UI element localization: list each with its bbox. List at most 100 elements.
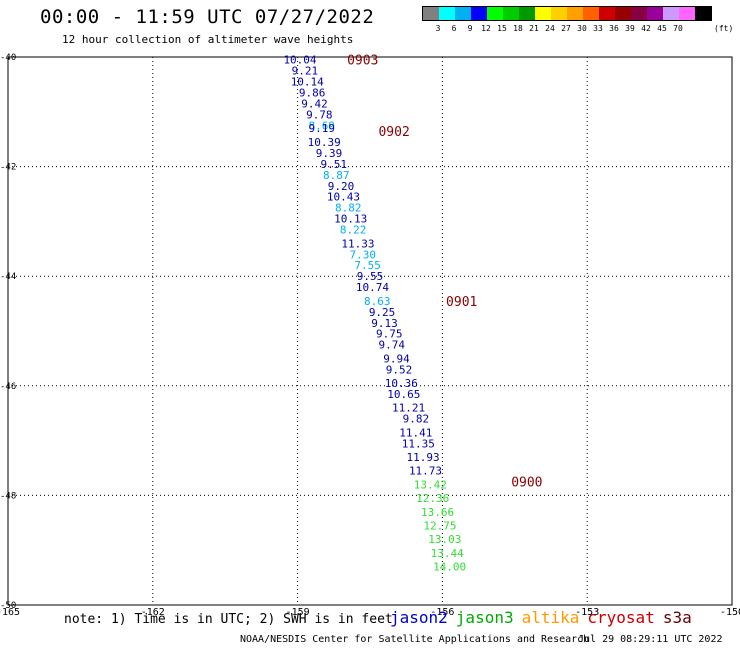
wave-height-label: 10.39	[308, 136, 341, 149]
time-label: 0903	[347, 54, 378, 69]
page-title: 00:00 - 11:59 UTC 07/27/2022	[40, 6, 375, 28]
wave-height-label: 9.74	[378, 339, 405, 352]
wave-height-label: 9.52	[386, 363, 413, 376]
color-scale-label: 27	[561, 24, 571, 33]
color-scale-swatch	[631, 7, 647, 20]
time-label: 0901	[446, 295, 477, 310]
color-scale-label: 21	[529, 24, 539, 33]
wave-height-label: 10.13	[334, 213, 367, 226]
wave-height-label: 13.66	[421, 506, 454, 519]
x-tick-label: -165	[0, 607, 20, 618]
time-label: 0902	[378, 125, 409, 140]
wave-height-label: 11.21	[392, 402, 425, 415]
color-scale-swatch	[535, 7, 551, 20]
satellite-legend: jason2 jason3 altika cryosat s3a	[390, 608, 700, 627]
y-tick-label: -42	[0, 163, 16, 173]
wave-height-label: 9.75	[376, 328, 403, 341]
wave-height-label: 9.21	[292, 65, 319, 78]
wave-height-label: 10.74	[356, 281, 389, 294]
color-scale-label: 15	[497, 24, 507, 33]
wave-height-label: 9.42	[301, 98, 328, 111]
wave-height-label: 9.51	[321, 158, 348, 171]
note-text: note: 1) Time is in UTC; 2) SWH is in fe…	[64, 612, 393, 627]
wave-height-label: 10.65	[387, 388, 420, 401]
color-scale-label: 24	[545, 24, 555, 33]
wave-height-label: 9.86	[299, 87, 326, 100]
color-scale-swatch	[551, 7, 567, 20]
y-tick-label: -46	[0, 382, 16, 392]
x-tick-label: -153	[575, 607, 599, 618]
color-scale-swatch	[679, 7, 695, 20]
wave-height-label: 11.33	[341, 237, 374, 250]
y-tick-label: -40	[0, 53, 16, 63]
time-label: 0900	[511, 476, 542, 491]
wave-height-label: 11.41	[399, 426, 432, 439]
wave-height-label: 12.36	[416, 492, 449, 505]
wave-height-label: 10.36	[385, 377, 418, 390]
wave-height-label: 9.82	[403, 413, 430, 426]
color-scale-swatch	[663, 7, 679, 20]
wave-height-label: 8.69	[308, 120, 335, 133]
wave-height-label: 9.78	[306, 109, 333, 122]
wave-height-label: 8.82	[335, 202, 362, 215]
wave-height-label: 12.75	[423, 520, 456, 533]
y-tick-label: -48	[0, 491, 16, 501]
wave-height-label: 9.19	[308, 122, 335, 135]
color-scale-label: 18	[513, 24, 523, 33]
color-scale-label: 33	[593, 24, 603, 33]
y-tick-label: -44	[0, 272, 16, 282]
color-scale-label: 12	[481, 24, 491, 33]
wave-height-label: 11.35	[402, 437, 435, 450]
color-scale-label: 6	[451, 24, 457, 33]
color-scale: 3 6 9 12 15 18 21 24 27 30 33 36 39 42 45 70 (ft)	[422, 6, 733, 33]
wave-height-label: 11.93	[407, 451, 440, 464]
wave-height-label: 8.63	[364, 295, 391, 308]
wave-height-label: 13.44	[431, 547, 464, 560]
wave-height-label: 10.43	[327, 191, 360, 204]
y-tick-label: -50	[0, 601, 16, 611]
wave-height-label: 8.22	[340, 224, 367, 237]
color-scale-swatch	[567, 7, 583, 20]
color-scale-swatch	[583, 7, 599, 20]
wave-height-label: 8.87	[323, 169, 350, 182]
color-scale-label: 36	[609, 24, 619, 33]
color-scale-swatches	[422, 6, 712, 21]
wave-height-label: 9.94	[383, 352, 410, 365]
x-tick-label: -162	[141, 607, 165, 618]
color-scale-swatch	[615, 7, 631, 20]
legend-item-s3a: s3a	[662, 608, 692, 627]
wave-height-label: 10.04	[283, 54, 316, 67]
color-scale-label: 9	[467, 24, 473, 33]
color-scale-swatch	[455, 7, 471, 20]
legend-item-jason2: jason2	[390, 608, 448, 627]
color-scale-swatch	[647, 7, 663, 20]
legend-item-altika: altika	[521, 608, 580, 627]
x-tick-label: -150	[720, 607, 740, 618]
wave-height-label: 7.30	[350, 248, 377, 261]
color-scale-label: 39	[625, 24, 635, 33]
color-scale-swatch	[471, 7, 487, 20]
footer-credit: NOAA/NESDIS Center for Satellite Applica…	[240, 634, 590, 645]
color-scale-label: 45	[657, 24, 667, 33]
color-scale-swatch	[423, 7, 439, 20]
color-scale-swatch	[487, 7, 503, 20]
color-scale-swatch	[695, 7, 711, 20]
wave-height-label: 10.14	[291, 76, 324, 89]
wave-height-label: 9.39	[316, 147, 343, 160]
footer-timestamp: Jul 29 08:29:11 UTC 2022	[578, 634, 723, 645]
wave-height-label: 13.42	[414, 478, 447, 491]
wave-height-label: 9.55	[357, 270, 384, 283]
color-scale-swatch	[599, 7, 615, 20]
color-scale-label: 30	[577, 24, 587, 33]
color-scale-swatch	[439, 7, 455, 20]
legend-item-jason3: jason3	[455, 608, 514, 627]
wave-height-label: 9.25	[369, 306, 396, 319]
wave-height-label: 9.20	[328, 180, 355, 193]
page-subtitle: 12 hour collection of altimeter wave hei…	[62, 33, 354, 46]
color-scale-unit: (ft)	[714, 24, 734, 33]
color-scale-label: 42	[641, 24, 651, 33]
wave-height-label: 9.13	[371, 317, 398, 330]
color-scale-label: 70	[673, 24, 683, 33]
wave-height-label: 14.00	[433, 561, 466, 574]
